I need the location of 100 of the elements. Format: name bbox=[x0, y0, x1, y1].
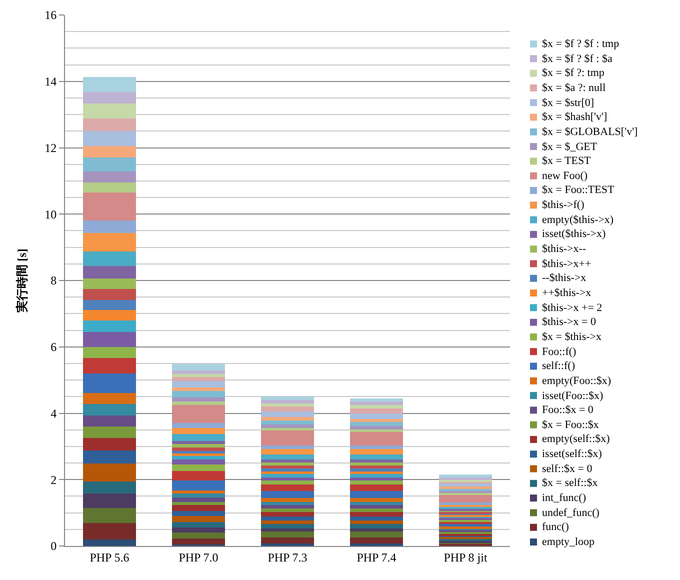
bar bbox=[350, 459, 404, 463]
bar bbox=[350, 445, 404, 449]
bar bbox=[82, 77, 136, 92]
bar bbox=[82, 346, 136, 358]
bar bbox=[350, 462, 404, 466]
bar bbox=[260, 445, 314, 449]
x-tick-label: PHP 7.0 bbox=[178, 550, 218, 564]
bar bbox=[82, 332, 136, 347]
bar bbox=[350, 430, 404, 432]
bar bbox=[172, 456, 226, 460]
legend-label: $x = $_GET bbox=[542, 141, 598, 153]
bar bbox=[350, 471, 404, 474]
legend-label: $this->x-- bbox=[542, 243, 586, 255]
bar bbox=[350, 426, 404, 430]
bar bbox=[82, 320, 136, 332]
bar bbox=[350, 502, 404, 506]
legend-label: $x = TEST bbox=[542, 155, 592, 167]
bar bbox=[172, 404, 226, 424]
legend-label: empty_loop bbox=[542, 536, 596, 548]
bar bbox=[350, 505, 404, 508]
legend-label: ++$this->x bbox=[542, 287, 592, 299]
bar bbox=[260, 465, 314, 469]
legend-label: empty($this->x) bbox=[542, 214, 614, 226]
legend-label: $x = self::$x bbox=[542, 477, 598, 489]
bar bbox=[350, 508, 404, 512]
bar bbox=[82, 494, 136, 508]
bar bbox=[82, 393, 136, 404]
bar bbox=[82, 92, 136, 104]
bar bbox=[172, 440, 226, 444]
legend-label: undef_func() bbox=[542, 507, 600, 519]
bar bbox=[260, 417, 314, 421]
legend-label: $x = $str[0] bbox=[542, 97, 594, 109]
bar bbox=[172, 538, 226, 544]
bar bbox=[350, 474, 404, 478]
bar bbox=[260, 477, 314, 481]
bar bbox=[172, 428, 226, 434]
legend-label: $x = $GLOBALS['v'] bbox=[542, 126, 638, 138]
legend-label: $x = $a ?: null bbox=[542, 82, 606, 94]
bar bbox=[172, 434, 226, 441]
bar bbox=[82, 288, 136, 300]
bar bbox=[260, 400, 314, 404]
bar bbox=[260, 412, 314, 418]
bar bbox=[350, 454, 404, 460]
bar bbox=[82, 192, 136, 220]
bar bbox=[260, 403, 314, 407]
bar bbox=[82, 358, 136, 374]
bar bbox=[260, 480, 314, 485]
bar bbox=[260, 474, 314, 478]
bar bbox=[350, 465, 404, 469]
x-tick-label: PHP 8 jit bbox=[444, 550, 488, 564]
bar bbox=[82, 300, 136, 310]
legend-label: $x = $f ? $f : $a bbox=[542, 53, 612, 65]
bar bbox=[350, 413, 404, 419]
bar bbox=[260, 484, 314, 492]
legend-label: empty(Foo::$x) bbox=[542, 375, 612, 387]
bar bbox=[82, 220, 136, 234]
bar bbox=[260, 396, 314, 400]
bar bbox=[260, 430, 314, 446]
bar bbox=[82, 438, 136, 450]
legend-label: $x = $this->x bbox=[542, 331, 602, 343]
bar bbox=[260, 516, 314, 520]
y-tick-label: 2 bbox=[50, 472, 57, 487]
bar bbox=[172, 370, 226, 374]
bar bbox=[82, 130, 136, 146]
bar bbox=[82, 508, 136, 523]
bar bbox=[260, 428, 314, 431]
bar bbox=[172, 522, 226, 528]
legend-label: $x = $f ?: tmp bbox=[542, 67, 605, 79]
bar bbox=[172, 398, 226, 402]
bar bbox=[172, 510, 226, 516]
legend-label: $this->x += 2 bbox=[542, 302, 602, 314]
bar bbox=[260, 420, 314, 425]
y-tick-label: 16 bbox=[44, 8, 57, 22]
bar bbox=[350, 404, 404, 408]
legend-label: $x = Foo::TEST bbox=[542, 184, 614, 196]
bar bbox=[350, 528, 404, 532]
bar bbox=[350, 477, 404, 481]
bar bbox=[172, 364, 226, 370]
bar bbox=[350, 520, 404, 524]
bar bbox=[172, 447, 226, 451]
bar bbox=[350, 532, 404, 538]
bar bbox=[172, 444, 226, 448]
bar bbox=[172, 459, 226, 464]
legend-label: $x = Foo::$x bbox=[542, 419, 600, 431]
bar bbox=[260, 498, 314, 502]
bar bbox=[350, 408, 404, 414]
bar bbox=[350, 432, 404, 446]
bar bbox=[260, 459, 314, 463]
bar bbox=[260, 448, 314, 454]
bar bbox=[350, 491, 404, 498]
bar bbox=[350, 512, 404, 516]
bar bbox=[438, 484, 492, 486]
bar bbox=[82, 481, 136, 494]
bar bbox=[350, 524, 404, 528]
x-tick-label: PHP 7.3 bbox=[268, 550, 308, 564]
bar bbox=[82, 404, 136, 416]
x-tick-label: PHP 5.6 bbox=[90, 550, 130, 564]
bar bbox=[172, 464, 226, 471]
legend-label: isset(self::$x) bbox=[542, 448, 602, 460]
bar bbox=[172, 498, 226, 502]
